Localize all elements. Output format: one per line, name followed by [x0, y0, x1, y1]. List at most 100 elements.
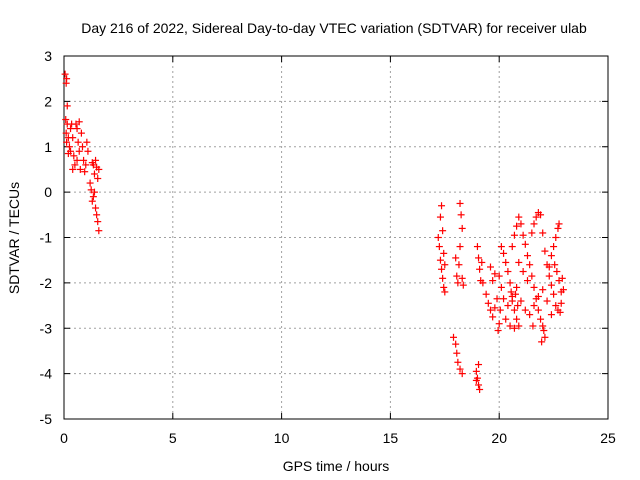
data-point — [513, 222, 521, 230]
data-point — [557, 299, 565, 307]
data-point — [71, 161, 79, 169]
data-point — [473, 243, 481, 251]
x-tick-label: 20 — [491, 430, 507, 446]
data-point — [502, 258, 510, 266]
data-point — [450, 333, 458, 341]
data-point — [455, 261, 463, 269]
data-point — [502, 315, 510, 323]
data-point — [436, 256, 444, 264]
data-point — [74, 138, 82, 146]
data-point — [93, 211, 101, 219]
data-point — [558, 274, 566, 282]
data-point — [497, 243, 505, 251]
data-point — [508, 292, 516, 300]
data-point — [551, 261, 559, 269]
data-point — [545, 272, 553, 280]
data-point — [476, 265, 484, 273]
data-point — [475, 254, 483, 262]
data-point — [500, 295, 508, 303]
x-tick-label: 10 — [274, 430, 290, 446]
data-point — [456, 243, 464, 251]
data-point — [529, 322, 537, 330]
data-point — [62, 116, 70, 124]
data-point — [550, 243, 558, 251]
data-point — [554, 224, 562, 232]
data-point — [543, 297, 551, 305]
data-point — [458, 224, 466, 232]
data-point — [523, 252, 531, 260]
data-point — [479, 279, 487, 287]
data-point — [537, 211, 545, 219]
data-point — [453, 272, 461, 280]
data-point — [438, 202, 446, 210]
data-point — [90, 188, 98, 196]
data-point — [534, 292, 542, 300]
data-point — [538, 338, 546, 346]
data-point — [95, 165, 103, 173]
data-point — [454, 279, 462, 287]
data-point — [507, 288, 515, 296]
data-points — [61, 70, 567, 394]
data-point — [75, 118, 83, 126]
data-point — [489, 277, 497, 285]
data-point — [510, 324, 518, 332]
data-point — [504, 268, 512, 276]
data-point — [454, 358, 462, 366]
data-point — [496, 306, 504, 314]
data-point — [472, 367, 480, 375]
data-point — [532, 213, 540, 221]
data-point — [88, 197, 96, 205]
data-point — [530, 302, 538, 310]
x-axis: 0 5 10 15 20 25 — [60, 56, 616, 446]
data-point — [517, 220, 525, 228]
data-point — [526, 311, 534, 319]
data-point — [92, 204, 100, 212]
data-point — [94, 175, 102, 183]
data-point — [65, 143, 73, 151]
data-point — [530, 283, 538, 291]
grid-lines — [64, 56, 608, 419]
data-point — [67, 125, 75, 133]
y-tick-label: 1 — [44, 139, 52, 155]
data-point — [515, 213, 523, 221]
data-point — [541, 333, 549, 341]
x-tick-label: 5 — [169, 430, 177, 446]
x-axis-label: GPS time / hours — [283, 458, 390, 474]
data-point — [539, 229, 547, 237]
data-point — [441, 261, 449, 269]
data-point — [90, 170, 98, 178]
data-point — [526, 261, 534, 269]
y-tick-label: -4 — [40, 366, 53, 382]
data-point — [73, 156, 81, 164]
data-point — [482, 290, 490, 298]
y-axis-label: SDTVAR / TECUs — [6, 182, 22, 294]
data-point — [436, 213, 444, 221]
data-point — [491, 270, 499, 278]
data-point — [86, 179, 94, 187]
data-point — [458, 370, 466, 378]
data-point — [528, 272, 536, 280]
data-point — [459, 281, 467, 289]
data-point — [510, 231, 518, 239]
data-point — [500, 249, 508, 257]
data-point — [440, 283, 448, 291]
y-tick-label: -5 — [40, 411, 53, 427]
data-point — [515, 322, 523, 330]
data-point — [556, 308, 564, 316]
data-point — [559, 286, 567, 294]
data-point — [486, 263, 494, 271]
data-point — [475, 361, 483, 369]
data-point — [530, 220, 538, 228]
data-point — [435, 243, 443, 251]
y-tick-label: -2 — [40, 275, 53, 291]
x-tick-label: 15 — [383, 430, 399, 446]
data-point — [81, 168, 89, 176]
data-point — [75, 147, 83, 155]
data-point — [434, 234, 442, 241]
data-point — [547, 281, 555, 289]
data-point — [552, 234, 560, 241]
data-point — [63, 75, 71, 83]
data-point — [439, 274, 447, 282]
y-axis: -5 -4 -3 -2 -1 0 1 2 3 — [40, 48, 608, 427]
data-point — [441, 288, 449, 296]
